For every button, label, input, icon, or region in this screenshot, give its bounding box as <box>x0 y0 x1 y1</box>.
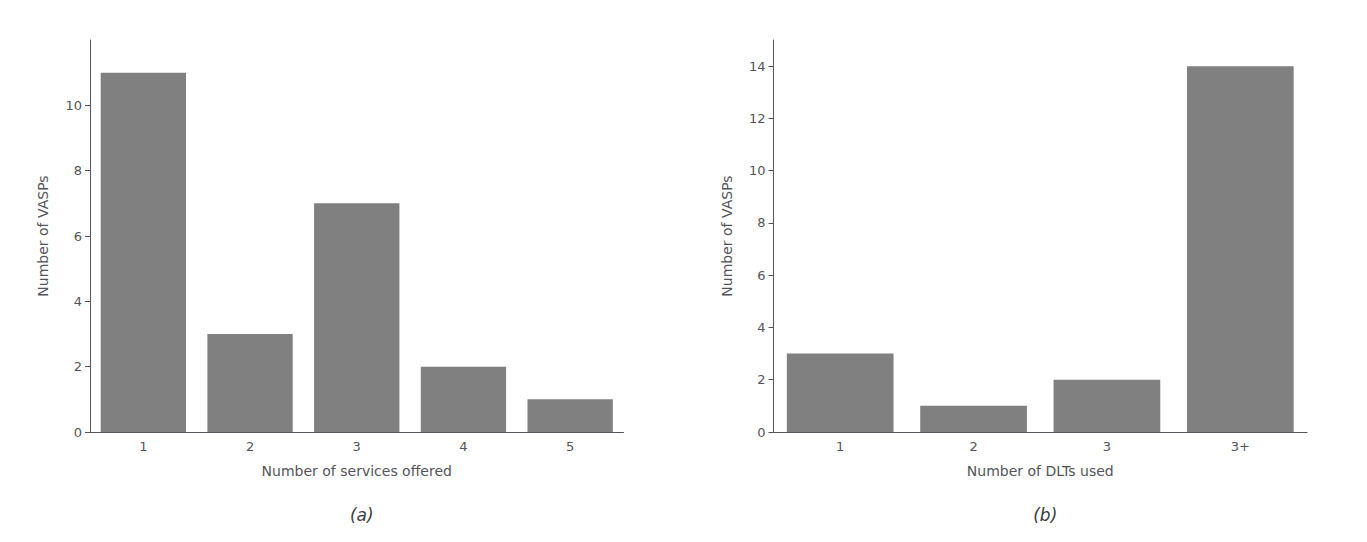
svg-text:10: 10 <box>749 163 766 178</box>
svg-text:Number of VASPs: Number of VASPs <box>35 175 51 296</box>
svg-text:3: 3 <box>1103 439 1111 454</box>
svg-text:8: 8 <box>74 163 82 178</box>
svg-text:3: 3 <box>353 439 361 454</box>
svg-text:10: 10 <box>65 98 82 113</box>
svg-text:3+: 3+ <box>1231 439 1250 454</box>
svg-text:2: 2 <box>74 359 82 374</box>
svg-text:2: 2 <box>246 439 254 454</box>
svg-text:0: 0 <box>74 425 82 440</box>
svg-text:(a): (a) <box>350 505 374 525</box>
svg-text:12: 12 <box>749 111 766 126</box>
svg-text:0: 0 <box>757 425 765 440</box>
svg-text:5: 5 <box>566 439 574 454</box>
svg-text:1: 1 <box>836 439 844 454</box>
svg-text:1: 1 <box>139 439 147 454</box>
svg-text:2: 2 <box>757 372 765 387</box>
svg-text:14: 14 <box>749 59 766 74</box>
svg-text:Number of DLTs used: Number of DLTs used <box>967 463 1114 479</box>
svg-text:4: 4 <box>757 320 765 335</box>
svg-text:4: 4 <box>74 294 82 309</box>
svg-text:4: 4 <box>459 439 467 454</box>
svg-text:2: 2 <box>969 439 977 454</box>
svg-text:(b): (b) <box>1033 505 1057 525</box>
svg-text:6: 6 <box>757 268 765 283</box>
svg-text:Number of services offered: Number of services offered <box>262 463 452 479</box>
svg-text:6: 6 <box>74 229 82 244</box>
svg-text:Number of VASPs: Number of VASPs <box>719 175 735 296</box>
svg-text:8: 8 <box>757 215 765 230</box>
